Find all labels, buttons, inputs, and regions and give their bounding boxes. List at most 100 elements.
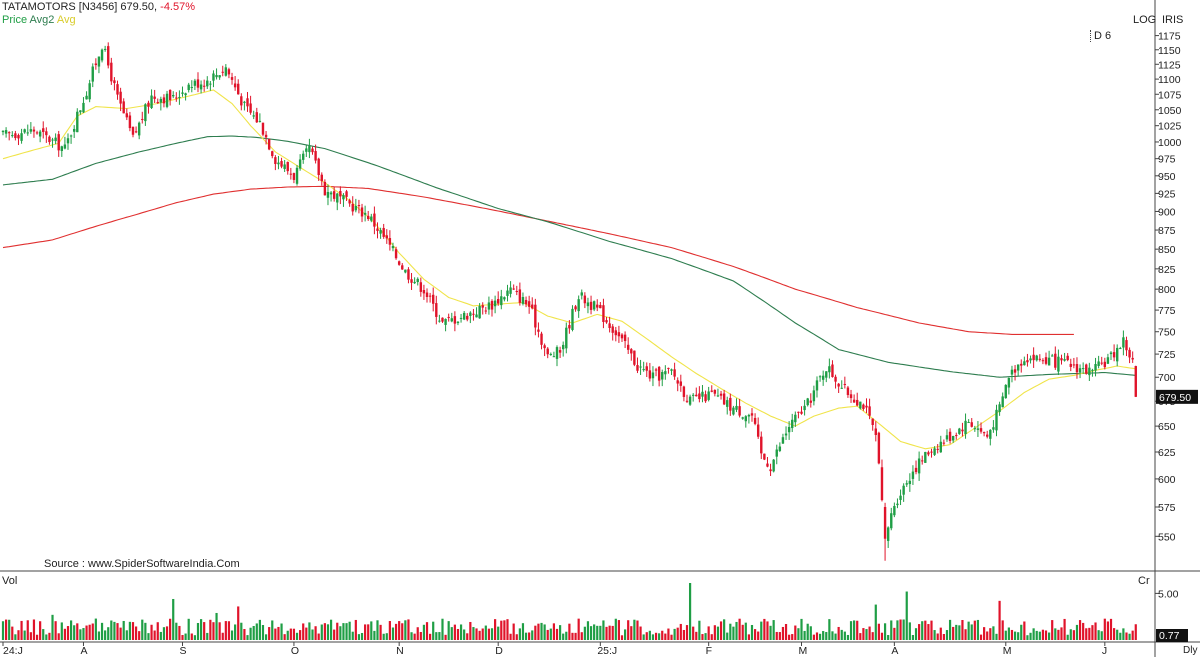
candle-up (1081, 368, 1085, 370)
candle-up (326, 191, 330, 198)
price-tick-label: 875 (1158, 225, 1176, 237)
volume-bar (264, 634, 268, 640)
volume-bar (336, 622, 339, 640)
volume-bar (726, 632, 729, 640)
candle-up (97, 56, 101, 67)
candle-up (592, 301, 596, 310)
candle-down (1131, 357, 1134, 360)
volume-bar (224, 621, 227, 640)
volume-bar (119, 627, 122, 640)
volume-bar (357, 634, 361, 640)
candle-down (515, 291, 518, 293)
volume-bar (753, 629, 757, 640)
volume-bar (178, 625, 181, 640)
candle-up (989, 429, 992, 439)
volume-bar (670, 634, 673, 640)
candle-up (1078, 368, 1082, 373)
candle-down (311, 148, 314, 153)
price-tick-label: 925 (1158, 188, 1176, 200)
candle-up (416, 278, 419, 283)
candle-down (927, 452, 930, 455)
candle-down (113, 80, 116, 84)
volume-bar (475, 628, 478, 640)
volume-bar (450, 627, 453, 640)
candle-down (292, 173, 296, 180)
candle-down (1075, 364, 1079, 373)
candle-up (976, 428, 980, 430)
volume-bar (237, 606, 240, 640)
candle-up (85, 95, 88, 100)
volume-bar (79, 629, 82, 640)
candle-down (484, 310, 488, 312)
scale-mode-log[interactable]: LOG (1133, 14, 1157, 26)
theme-label[interactable]: IRIS (1162, 14, 1184, 26)
candle-down (1100, 362, 1103, 364)
legend-avg2[interactable]: Avg2 (29, 14, 55, 26)
price-tick-label: 750 (1158, 327, 1176, 339)
candle-down (695, 394, 698, 397)
candle-up (818, 376, 822, 378)
volume-bar (880, 632, 884, 640)
candle-down (261, 122, 265, 135)
candle-up (54, 137, 57, 142)
candle-down (614, 330, 618, 336)
volume-bar (883, 623, 887, 640)
candle-down (17, 135, 20, 139)
candle-up (165, 93, 169, 107)
candle-down (1044, 357, 1048, 364)
volume-bar (153, 630, 156, 640)
volume-bar (435, 632, 438, 640)
candle-up (100, 49, 104, 61)
volume-bar (924, 620, 927, 640)
candle-down (481, 305, 484, 308)
volume-bar (209, 619, 212, 640)
volume-bar (540, 622, 543, 640)
volume-bar (271, 620, 274, 640)
volume-bar (51, 614, 54, 640)
candle-up (475, 314, 478, 318)
volume-bar (571, 632, 574, 640)
volume-bar (342, 623, 345, 640)
candle-up (899, 495, 902, 500)
volume-bar (1119, 632, 1122, 640)
volume-bar (744, 622, 747, 640)
candle-up (821, 375, 825, 380)
legend-price[interactable]: Price (2, 14, 28, 26)
candle-down (320, 174, 323, 182)
volume-bar (1075, 624, 1079, 640)
volume-bar (695, 631, 698, 640)
candle-up (951, 436, 955, 441)
volume-bar (577, 618, 580, 640)
candle-up (1057, 356, 1060, 372)
candle-down (1072, 364, 1076, 366)
interval-label[interactable]: Dly (1183, 645, 1198, 656)
candle-up (998, 404, 1001, 413)
candle-up (4, 130, 8, 134)
candle-up (26, 132, 29, 134)
candle-down (800, 411, 803, 414)
volume-bar (639, 626, 642, 640)
candle-up (277, 162, 280, 165)
volume-bar (69, 620, 73, 640)
volume-bar (620, 635, 624, 640)
source-credit: Source : www.SpiderSoftwareIndia.Com (44, 558, 240, 570)
volume-bar (295, 632, 299, 640)
legend-avg[interactable]: Avg (56, 14, 76, 26)
candle-down (865, 405, 868, 408)
volume-bar (559, 625, 562, 640)
volume-bar (35, 634, 39, 640)
candle-up (902, 485, 905, 495)
candle-down (914, 467, 918, 473)
candle-up (503, 297, 506, 300)
volume-bar (846, 634, 850, 640)
candle-up (886, 527, 890, 541)
candle-down (657, 366, 661, 381)
candle-down (32, 129, 36, 132)
candle-up (967, 422, 970, 424)
volume-bar (364, 624, 367, 640)
candle-up (66, 138, 70, 144)
volume-bar (391, 627, 395, 640)
candle-down (633, 350, 636, 365)
candle-down (314, 151, 317, 161)
volume-bar (1007, 627, 1010, 640)
